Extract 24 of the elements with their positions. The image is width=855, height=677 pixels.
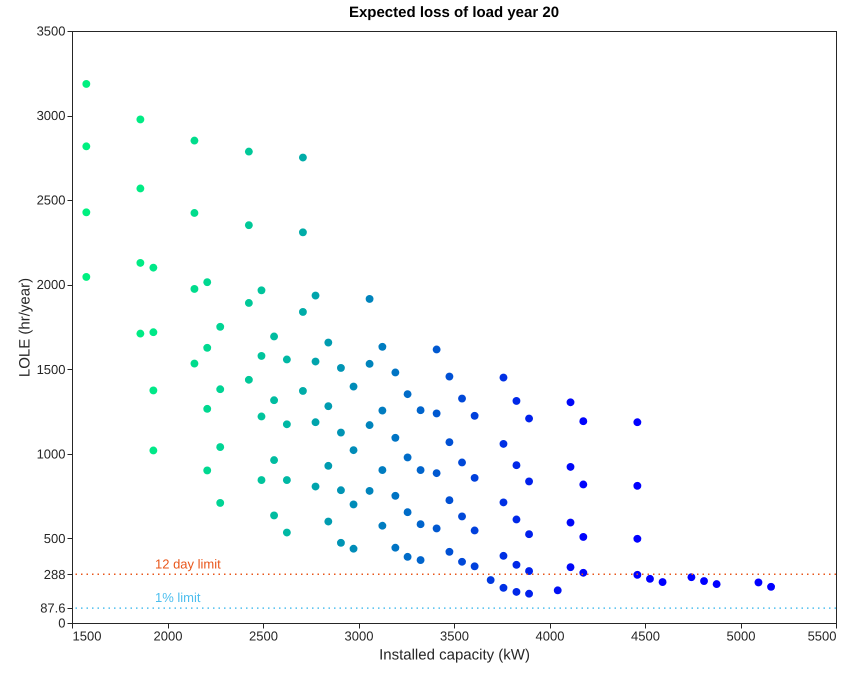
x-tick-label: 3000: [344, 628, 374, 644]
y-tick-label: 2000: [36, 277, 66, 292]
x-tick-label: 4500: [631, 628, 660, 644]
x-tick-label: 5500: [808, 628, 836, 644]
y-tick-label: 3000: [36, 108, 66, 124]
y-tick-label: 87.6: [40, 600, 66, 616]
y-tick-label: 2500: [36, 192, 66, 208]
chart-title: Expected loss of load year 20: [348, 4, 560, 21]
y-tick-label: 0: [58, 616, 66, 630]
x-tick-label: 2000: [154, 628, 182, 644]
x-tick-label: 4000: [536, 628, 564, 644]
ref-line-label: 12 day limit: [155, 556, 222, 572]
y-axis-title: LOLE (hr/year): [16, 278, 34, 378]
y-tick-label: 1000: [36, 446, 66, 462]
x-tick-label: 2500: [249, 628, 278, 644]
x-tick-label: 1500: [72, 628, 102, 644]
x-tick-label: 3500: [440, 628, 469, 644]
x-tick-label: 5000: [726, 628, 756, 644]
y-tick-label: 288: [44, 566, 66, 582]
y-tick-label: 500: [44, 530, 66, 546]
ref-line-label: 1% limit: [155, 590, 201, 606]
y-tick-label: 3500: [36, 24, 66, 38]
x-axis-title: Installed capacity (kW): [379, 646, 530, 664]
y-tick-label: 1500: [36, 362, 66, 377]
